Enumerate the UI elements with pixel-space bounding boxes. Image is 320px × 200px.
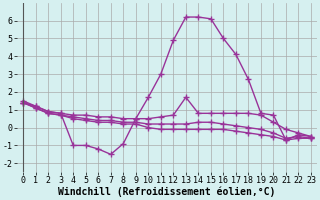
X-axis label: Windchill (Refroidissement éolien,°C): Windchill (Refroidissement éolien,°C) — [58, 187, 276, 197]
